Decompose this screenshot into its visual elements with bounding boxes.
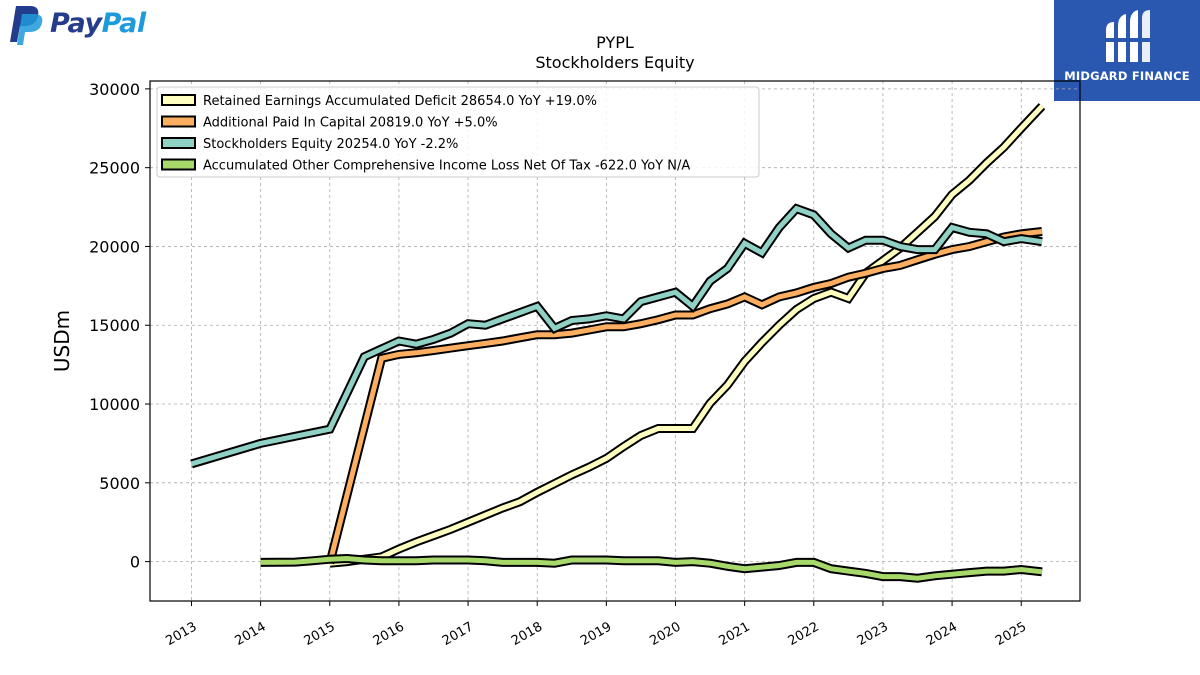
x-tick-label: 2016 [371, 619, 407, 649]
x-tick-label: 2014 [232, 619, 268, 649]
plot-frame [149, 80, 1081, 602]
x-tick-label: 2023 [855, 619, 891, 649]
x-tick-label: 2020 [647, 619, 683, 649]
x-tick-label: 2015 [302, 619, 338, 649]
legend-swatch [161, 115, 196, 128]
y-tick-label: 0 [130, 553, 140, 572]
paypal-p-icon [10, 6, 43, 45]
x-tick-label: 2017 [440, 619, 476, 649]
paypal-wordmark-pal: Pal [101, 8, 147, 39]
midgard-m-icon [1106, 10, 1150, 62]
series-2 [190, 203, 1043, 469]
x-tick-label: 2018 [509, 619, 545, 649]
paypal-wordmark-pay: Pay [50, 8, 102, 39]
y-tick-label: 25000 [89, 159, 140, 178]
y-axis: 0 5000 10000 15000 20000 25000 30000 [89, 80, 150, 572]
series-0 [329, 103, 1046, 568]
series-line-outline [325, 227, 1043, 565]
x-tick-label: 2022 [786, 619, 822, 649]
chart-subtitle: Stockholders Equity [535, 53, 694, 72]
midgard-finance-logo: MIDGARD FINANCE [1054, 0, 1200, 101]
y-tick-label: 5000 [99, 474, 140, 493]
y-tick-label: 30000 [89, 80, 140, 99]
y-tick-label: 20000 [89, 237, 140, 256]
legend-label: Accumulated Other Comprehensive Income L… [203, 159, 690, 174]
legend-label: Stockholders Equity 20254.0 YoY -2.2% [203, 137, 458, 152]
x-tick-label: 2019 [578, 619, 614, 649]
paypal-wordmark: PayPal [50, 8, 146, 39]
legend-box [156, 86, 760, 178]
series-line [327, 229, 1043, 564]
series-line [190, 205, 1043, 467]
series-line [260, 555, 1043, 581]
y-tick-label: 15000 [89, 316, 140, 335]
legend-label: Additional Paid In Capital 20819.0 YoY +… [203, 116, 498, 131]
legend-swatch [161, 158, 196, 171]
series-3 [260, 553, 1043, 583]
x-tick-label: 2021 [716, 619, 752, 649]
paypal-logo: PayPal [4, 2, 174, 46]
x-axis: 2013 2014 2015 2016 2017 2018 2019 2020 2021 2022… [163, 601, 1029, 649]
legend-swatch [161, 137, 196, 149]
x-tick-label: 2013 [163, 619, 199, 649]
legend: Retained Earnings Accumulated Deficit 28… [156, 86, 760, 178]
series-lines [190, 103, 1046, 583]
x-tick-label: 2025 [993, 619, 1029, 649]
legend-swatch [161, 94, 196, 106]
chart-title: PYPL [596, 33, 634, 52]
midgard-finance-wordmark: MIDGARD FINANCE [1064, 69, 1190, 83]
y-axis-label: USDm [50, 310, 74, 372]
x-tick-label: 2024 [924, 619, 960, 649]
series-1 [325, 227, 1043, 565]
y-tick-label: 10000 [89, 395, 140, 414]
legend-label: Retained Earnings Accumulated Deficit 28… [203, 94, 597, 109]
series-line [329, 104, 1044, 566]
